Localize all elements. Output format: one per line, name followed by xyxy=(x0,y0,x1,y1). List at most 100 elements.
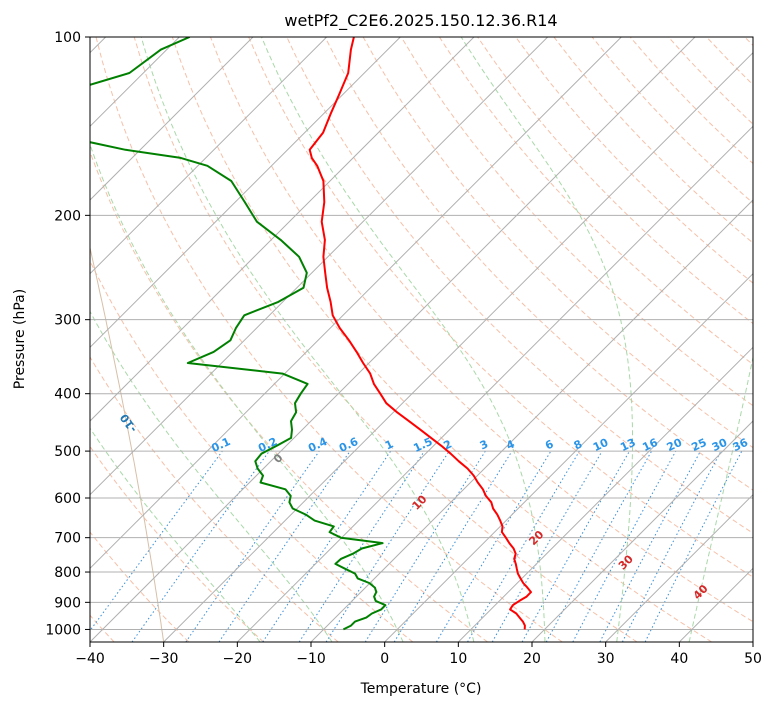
y-axis-ticks: 100 200 300 400 500 600 700 800 900 1000 xyxy=(45,30,90,638)
moist-adiabat-label: 10 xyxy=(410,492,430,512)
isotherm-line xyxy=(90,37,696,642)
y-tick-label: 100 xyxy=(54,30,81,46)
dry-adiabat-line xyxy=(90,531,190,642)
adiabat-labels: -100-90-80-70-60-50-40-30-20-10010203040… xyxy=(35,370,751,602)
x-tick-label: −10 xyxy=(296,651,326,667)
dry-adiabat-line xyxy=(706,37,753,86)
isotherm-line xyxy=(531,420,753,642)
dry-adiabat-label: -10 xyxy=(117,411,139,435)
y-tick-label: 400 xyxy=(54,387,81,403)
mixing-ratio-line xyxy=(218,450,351,642)
dry-adiabat-line xyxy=(133,37,638,642)
isotherm-line xyxy=(90,37,549,496)
mixing-ratio-label: 13 xyxy=(618,436,637,454)
moist-adiabat-line xyxy=(90,310,333,642)
dry-adiabat-line xyxy=(438,37,753,366)
moist-adiabat-label: 20 xyxy=(526,528,546,548)
mixing-ratio-line xyxy=(521,450,630,642)
mixing-ratio-label: 10 xyxy=(591,436,611,454)
isotherm-line xyxy=(310,199,753,642)
isotherm-line xyxy=(605,493,753,642)
dry-adiabat-line xyxy=(90,356,339,642)
y-tick-label: 1000 xyxy=(45,622,81,638)
isotherm-line xyxy=(236,125,753,642)
moist-adiabat-line xyxy=(688,354,753,642)
mixing-ratio-label: 30 xyxy=(710,436,730,454)
dewpoint-profile-line xyxy=(90,37,387,631)
isotherm-line xyxy=(90,37,401,349)
dry-adiabat-line xyxy=(171,37,712,642)
x-tick-label: 50 xyxy=(744,651,762,667)
mixing-ratio-label: 0.4 xyxy=(306,435,329,455)
mixing-ratio-line xyxy=(262,450,392,642)
moist-adiabat-line xyxy=(90,143,404,642)
y-tick-label: 500 xyxy=(54,444,81,460)
chart-title: wetPf2_C2E6.2025.150.12.36.R14 xyxy=(284,11,557,31)
dry-adiabat-line xyxy=(324,37,753,491)
isotherm-line xyxy=(90,37,328,275)
y-tick-label: 700 xyxy=(54,531,81,547)
y-tick-label: 600 xyxy=(54,491,81,507)
isotherm-line xyxy=(90,37,254,201)
mixing-ratio-line xyxy=(90,450,223,632)
dry-adiabat-line xyxy=(668,37,753,125)
mixing-ratio-line xyxy=(185,450,320,642)
mixing-ratio-line xyxy=(572,450,677,642)
dry-adiabat-line xyxy=(90,445,264,642)
mixing-ratio-label: 0.1 xyxy=(209,435,232,455)
dry-adiabat-line xyxy=(744,37,753,47)
dry-adiabat-line xyxy=(210,37,753,623)
temperature-profile-line xyxy=(308,37,532,630)
isotherm-line xyxy=(163,51,753,642)
moist-adiabat-line xyxy=(261,37,546,642)
sounding-profiles xyxy=(90,37,532,631)
y-tick-label: 900 xyxy=(54,595,81,611)
dry-adiabat-line xyxy=(362,37,753,449)
x-tick-label: 10 xyxy=(449,651,467,667)
dry-adiabat-line xyxy=(90,259,414,642)
dry-adiabat-line xyxy=(90,150,488,642)
isotherm-line xyxy=(90,37,622,570)
mixing-ratio-line xyxy=(644,450,743,642)
mixing-ratio-label: 25 xyxy=(689,436,708,454)
moist-adiabat-label: 40 xyxy=(691,582,711,602)
mixing-ratio-label: 1 xyxy=(383,437,395,452)
dry-adiabat-line xyxy=(515,37,753,284)
moist-adiabat-line xyxy=(460,37,633,642)
mixing-ratio-label: 0.6 xyxy=(337,435,360,455)
isotherm-line xyxy=(457,346,753,642)
isotherm-line xyxy=(752,641,753,642)
dry-adiabat-line xyxy=(95,37,563,642)
isotherm-line xyxy=(90,37,475,422)
x-tick-label: −40 xyxy=(75,651,105,667)
dry-adiabat-label: -20 xyxy=(35,370,56,394)
mixing-ratio-label: 6 xyxy=(543,437,556,452)
dry-adiabat-line xyxy=(591,37,753,204)
x-tick-label: −20 xyxy=(223,651,253,667)
x-axis-label: Temperature (°C) xyxy=(360,681,482,697)
x-axis-ticks: −40 −30 −20 −10 0 10 20 30 40 50 xyxy=(75,642,762,667)
mixing-ratio-label: 36 xyxy=(731,436,751,454)
moist-adiabat-line xyxy=(140,37,475,642)
mixing-ratio-line xyxy=(325,450,450,642)
reference-arc-line xyxy=(90,245,165,642)
dry-adiabat-line xyxy=(553,37,753,244)
x-tick-label: 20 xyxy=(523,651,541,667)
y-tick-label: 200 xyxy=(54,208,81,224)
moist-adiabat-line xyxy=(90,427,261,642)
mixing-ratio-line xyxy=(131,450,270,642)
mixing-ratio-label: 3 xyxy=(478,437,490,452)
x-tick-label: 40 xyxy=(670,651,688,667)
plot-background-lines xyxy=(90,37,775,642)
dry-adiabat-line xyxy=(400,37,753,407)
x-tick-label: −30 xyxy=(149,651,179,667)
isotherm-line xyxy=(678,567,753,642)
y-tick-label: 300 xyxy=(54,313,81,329)
x-tick-label: 0 xyxy=(380,651,389,667)
y-axis-label: Pressure (hPa) xyxy=(12,289,28,389)
mixing-ratio-line xyxy=(298,450,425,642)
x-tick-label: 30 xyxy=(597,651,615,667)
moist-adiabat-line xyxy=(762,37,775,642)
mixing-ratio-line xyxy=(599,450,701,642)
